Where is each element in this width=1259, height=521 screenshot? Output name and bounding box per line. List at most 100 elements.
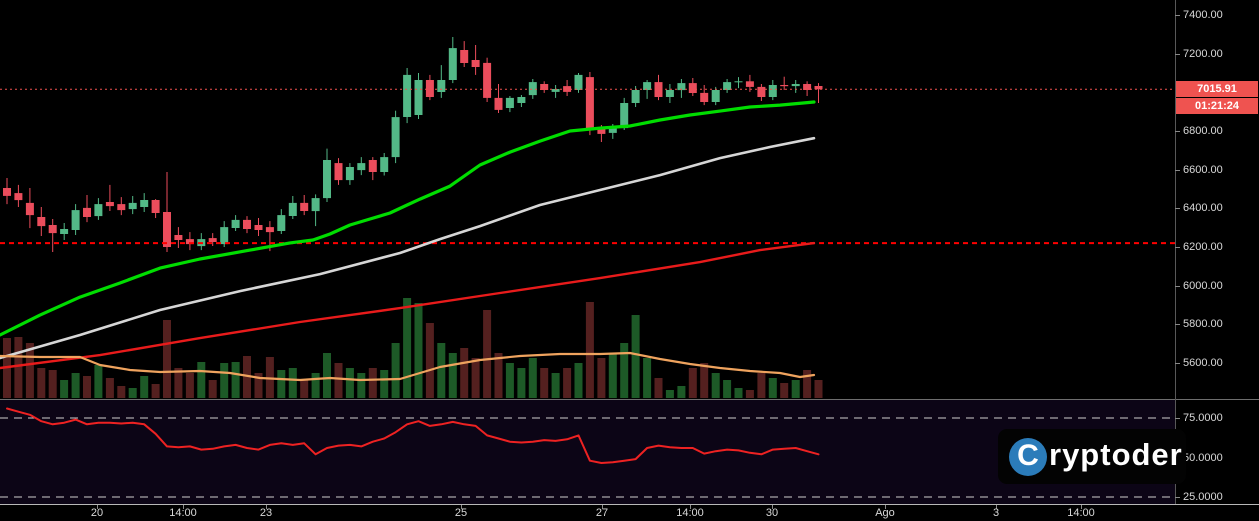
volume-bar <box>83 376 91 398</box>
candle-body <box>220 227 229 245</box>
candle-body <box>505 97 514 108</box>
candle-body <box>585 77 594 131</box>
volume-bar <box>288 368 297 398</box>
candle-body <box>437 80 446 92</box>
candle-body <box>334 163 343 181</box>
candle-body <box>460 50 469 63</box>
volume-bar <box>117 386 126 398</box>
price-axis-tick <box>1175 53 1180 55</box>
candle-body <box>3 188 11 196</box>
candle-body <box>174 235 183 240</box>
volume-bar <box>25 343 34 398</box>
volume-bar <box>197 362 206 398</box>
price-axis-tick <box>1175 285 1180 287</box>
ma-slow-line <box>0 241 816 370</box>
volume-bar <box>414 303 423 398</box>
price-axis-label: 6600.00 <box>1183 163 1223 176</box>
candle-body <box>277 215 286 231</box>
candle-body <box>643 82 652 90</box>
volume-bar <box>654 378 663 398</box>
candle-body <box>448 48 457 80</box>
price-axis-tick <box>1175 247 1180 248</box>
candle-body <box>757 86 766 97</box>
rsi-pane-background <box>0 400 1175 504</box>
volume-bar <box>163 320 171 398</box>
volume-bar <box>677 386 686 398</box>
price-axis-tick <box>1175 208 1180 210</box>
rsi-axis-label: 50.0000 <box>1183 451 1223 464</box>
logo-c-icon: C <box>1009 437 1047 476</box>
candle-body <box>700 92 709 102</box>
candle-body <box>94 204 103 217</box>
price-axis-label: 7400.00 <box>1183 9 1223 21</box>
volume-bar <box>585 302 594 398</box>
time-axis-separator <box>0 504 1259 505</box>
current-price-label: 7015.91 <box>1176 81 1258 98</box>
candle-body <box>140 200 149 207</box>
candle-body <box>631 90 640 103</box>
candle-body <box>311 198 320 212</box>
candle-body <box>151 200 160 213</box>
candle-body <box>563 86 572 92</box>
volume-bar <box>517 368 526 398</box>
volume-bar <box>494 353 503 398</box>
volume-bar <box>574 363 583 398</box>
volume-bar <box>471 358 480 398</box>
volume-bar <box>780 383 789 398</box>
volume-bar <box>357 373 366 398</box>
time-axis-tick <box>996 505 997 509</box>
candle-body <box>791 84 800 87</box>
price-axis-label: 6200.00 <box>1183 241 1223 253</box>
volume-bar <box>368 368 377 398</box>
logo-text: ryptoder <box>1049 437 1183 472</box>
candle-body <box>105 202 114 207</box>
pane-separator[interactable] <box>0 399 1259 400</box>
candle-body <box>25 202 34 216</box>
time-axis-tick <box>772 505 773 509</box>
candle-body <box>494 97 503 110</box>
rsi-axis-tick <box>1175 418 1180 419</box>
volume-bar <box>254 373 263 398</box>
volume-bar <box>128 388 137 398</box>
volume-bar <box>208 380 217 398</box>
volume-bar <box>185 373 194 398</box>
candle-body <box>745 81 754 87</box>
candle-body <box>71 210 80 230</box>
candle-body <box>60 229 69 234</box>
candle-body <box>254 225 263 230</box>
time-axis-label: 20 <box>90 507 104 519</box>
time-axis-label: 14:00 <box>1067 507 1095 519</box>
volume-bar <box>540 368 549 398</box>
volume-bar <box>345 368 354 398</box>
volume-bar <box>174 368 183 398</box>
price-axis-label: 5800.00 <box>1183 318 1223 331</box>
volume-bar <box>734 388 743 398</box>
candle-body <box>654 82 663 97</box>
candle-body <box>734 81 743 83</box>
rsi-line <box>6 407 820 464</box>
price-axis-label: 6400.00 <box>1183 202 1223 215</box>
volume-bar <box>380 370 389 398</box>
candle-body <box>14 193 23 201</box>
volume-bar <box>220 363 229 398</box>
candle-body <box>711 90 720 102</box>
volume-bar <box>768 378 777 398</box>
candle-body <box>300 202 309 211</box>
time-axis-label: 14:00 <box>676 507 704 519</box>
candle-body <box>608 126 617 133</box>
volume-bar <box>151 384 160 398</box>
candle-body <box>517 97 526 103</box>
candle-body <box>163 212 171 247</box>
volume-bar <box>425 323 434 398</box>
volume-ma-line <box>0 351 816 382</box>
volume-bar <box>608 353 617 398</box>
price-axis-tick <box>1175 131 1180 132</box>
volume-bar <box>505 363 514 398</box>
volume-bar <box>620 343 629 398</box>
time-axis-label: 25 <box>454 507 468 519</box>
candle-body <box>471 60 480 67</box>
candle-body <box>128 202 137 210</box>
time-axis-tick <box>1081 505 1082 509</box>
volume-bar <box>665 390 674 398</box>
